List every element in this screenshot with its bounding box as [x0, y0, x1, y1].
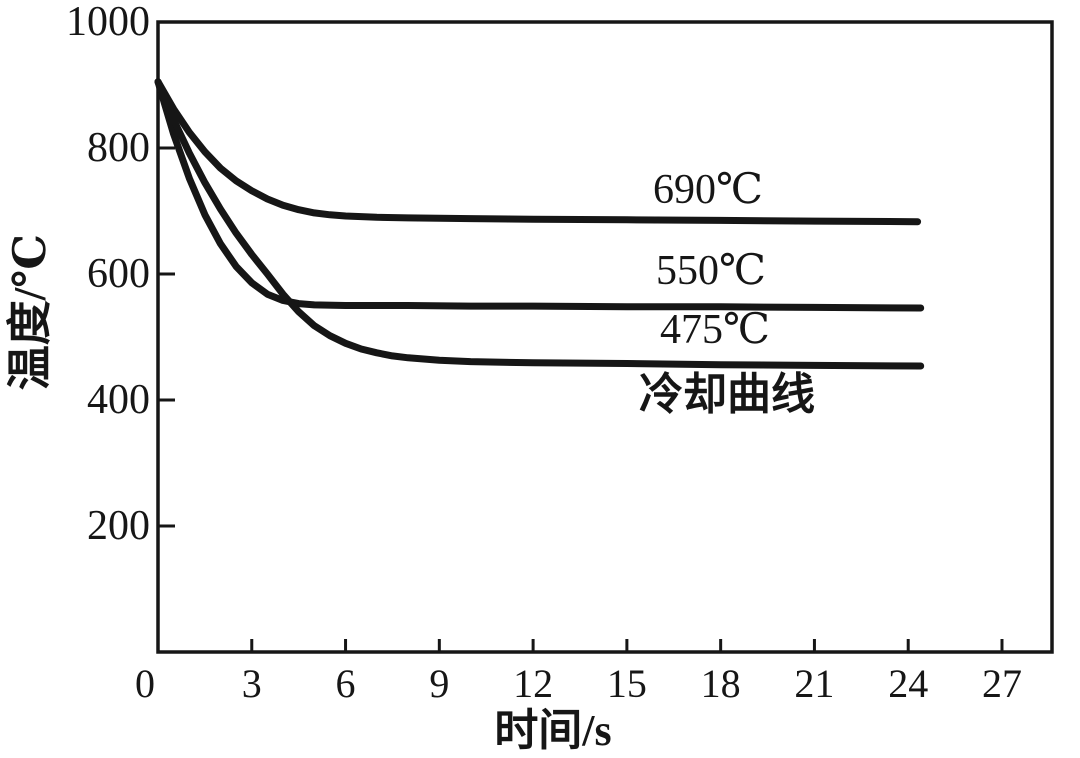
x-tick-label: 24: [888, 661, 929, 706]
y-tick-label: 400: [87, 377, 150, 423]
cooling-curve-550: [154, 78, 925, 312]
cooling-curve-475: [154, 78, 925, 370]
annotation-cooling-curves: 冷却曲线: [639, 370, 815, 419]
y-tick-label: 600: [87, 251, 150, 297]
y-tick-label: 800: [87, 125, 150, 171]
x-tick-label: 21: [794, 661, 835, 706]
x-tick-label: 6: [335, 661, 356, 706]
plot-frame: [156, 20, 1054, 654]
x-tick-label: 12: [513, 661, 554, 706]
x-tick-label: 27: [981, 661, 1022, 706]
y-tick-label: 200: [87, 503, 150, 549]
x-tick-label: 18: [700, 661, 741, 706]
curve-label-690: 690℃: [653, 167, 763, 213]
x-tick-label: 3: [241, 661, 262, 706]
curve-label-550: 550℃: [656, 248, 766, 294]
x-tick-label: 0: [135, 661, 155, 706]
curve-label-475: 475℃: [660, 307, 770, 353]
x-axis-title: 时间/s: [494, 706, 612, 755]
y-tick-label: 1000: [66, 0, 150, 45]
x-tick-label: 9: [429, 661, 450, 706]
x-tick-label: 15: [606, 661, 647, 706]
y-axis-title: 温度/℃: [5, 233, 55, 391]
cooling-curve-690: [154, 78, 922, 226]
